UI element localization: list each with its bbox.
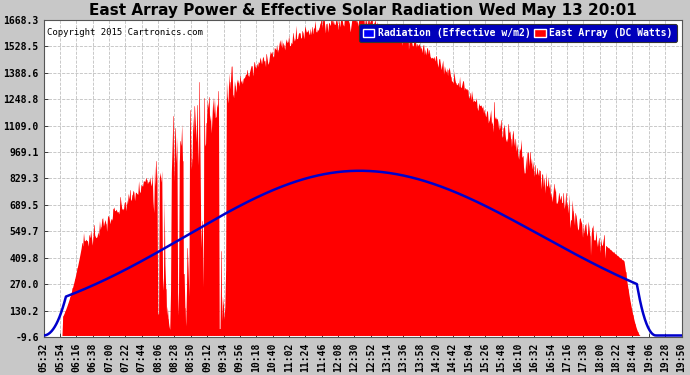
Text: Copyright 2015 Cartronics.com: Copyright 2015 Cartronics.com	[47, 28, 203, 37]
Legend: Radiation (Effective w/m2), East Array (DC Watts): Radiation (Effective w/m2), East Array (…	[359, 24, 677, 42]
Title: East Array Power & Effective Solar Radiation Wed May 13 20:01: East Array Power & Effective Solar Radia…	[89, 3, 636, 18]
